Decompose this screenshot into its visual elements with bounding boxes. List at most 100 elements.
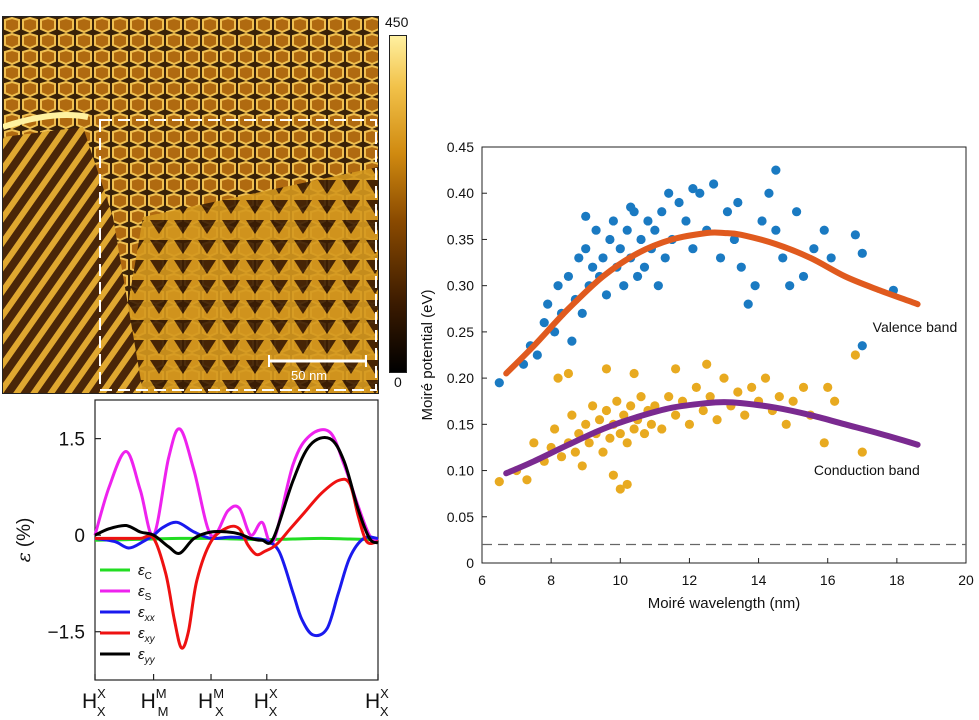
legend-label-xy: εxy [138,625,156,645]
scatter-point [577,308,587,318]
scatter-point [688,184,698,194]
scatter-point [691,382,701,392]
scatter-point [570,447,580,457]
scatter-point [632,271,643,282]
strain-xtick-sup: X [97,686,106,701]
scatter-point [612,396,622,406]
scatter-point [798,271,809,282]
strain-xtick-label: HM M [141,686,169,719]
scatter-point [588,401,598,411]
scatter-xtick-label: 16 [820,572,836,588]
scatter-point [729,234,739,245]
fit-curve [503,399,921,477]
scatter-point [636,392,646,402]
scatter-point [581,211,591,221]
scatter-xtick-label: 8 [547,572,555,588]
scatter-point [639,262,650,272]
scatter-point [798,382,809,392]
scatter-point [622,438,632,448]
scatter-point [705,392,715,402]
scatter-point [598,447,608,457]
scatter-point [646,419,657,429]
legend-label-yy: εyy [138,646,156,666]
scatter-point [715,253,726,263]
strain-ytick-label: 1.5 [59,430,85,451]
scatter-point [653,281,663,291]
scatter-point [743,299,753,309]
legend-label-C: εC [138,562,152,582]
scatter-point [594,415,605,425]
scatter-point [591,225,601,235]
scatter-point [601,364,612,374]
scatter-point [712,415,722,425]
scatter-point [605,433,615,443]
strain-ytick-label: 0 [74,526,85,547]
scatter-point [695,188,705,198]
scatter-point [543,299,553,309]
scatter-point [702,359,712,369]
scatter-point [733,197,743,208]
scatter-xtick-label: 14 [751,572,767,588]
scatter-point [643,216,653,226]
scale-bar-label: 50 nm [291,368,328,383]
strain-xtick-label: HM X [198,686,224,719]
scatter-point [605,234,615,245]
scatter-point [709,179,719,189]
scatter-ytick-label: 0.15 [447,416,474,432]
scatter-ylabel: Moiré potential (eV) [419,290,436,421]
fit-curve [503,229,921,377]
scatter-point [550,424,560,434]
scatter-point [598,253,608,263]
scatter-point [788,396,798,406]
scatter-point [567,410,577,420]
scatter-point [771,165,781,175]
scatter-point [740,410,750,420]
scatter-point [778,253,788,263]
legend-label-xx: εxx [138,604,156,624]
scatter-point [553,373,563,383]
scatter-xlabel: Moiré wavelength (nm) [648,595,801,612]
strain-xtick-sub: X [269,704,278,719]
scatter-point [608,470,618,480]
scatter-point [664,392,674,402]
scatter-point [733,387,743,397]
scatter-point [619,410,629,420]
scatter-point [671,364,681,374]
scatter-point [671,410,681,420]
scatter-point [857,447,867,457]
scatter-point [619,281,629,291]
scatter-point [584,438,594,448]
scatter-ytick-label: 0.35 [447,231,474,247]
scatter-point [657,207,667,217]
scatter-point [615,244,625,254]
scatter-point [819,438,829,448]
scatter-point [529,438,539,448]
scatter-point [494,378,504,388]
scatter-ytick-label: 0.40 [447,185,474,201]
scatter-point [830,396,840,406]
stm-topography-image: 50 nm [2,16,379,394]
scatter-point [629,424,639,434]
scatter-point [626,401,636,411]
band-annotation: Valence band [873,319,958,335]
scatter-point [629,368,639,379]
scatter-point [556,452,567,462]
scatter-point [681,216,691,226]
scatter-point [581,244,591,254]
scatter-ytick-label: 0.05 [447,509,474,525]
moire-potential-chart: 6 8 10 12 14 16 18 20 0 0.05 0.10 0.15 0.20 0.25 0.30 0… [419,139,974,612]
scatter-ytick-label: 0.25 [447,324,474,340]
scatter-point [823,382,833,392]
strain-ylabel-symbol: ε [13,552,35,562]
scatter-point [750,281,760,291]
scatter-point [774,392,784,402]
scatter-point [657,424,667,434]
strain-xtick-sub: M [158,704,169,719]
strain-ylabel-unit: (%) [14,518,35,548]
legend-label-sub: xy [144,634,156,645]
scatter-point [792,207,802,217]
scatter-point [639,428,650,439]
scatter-point [581,419,591,429]
scatter-point [567,336,577,346]
